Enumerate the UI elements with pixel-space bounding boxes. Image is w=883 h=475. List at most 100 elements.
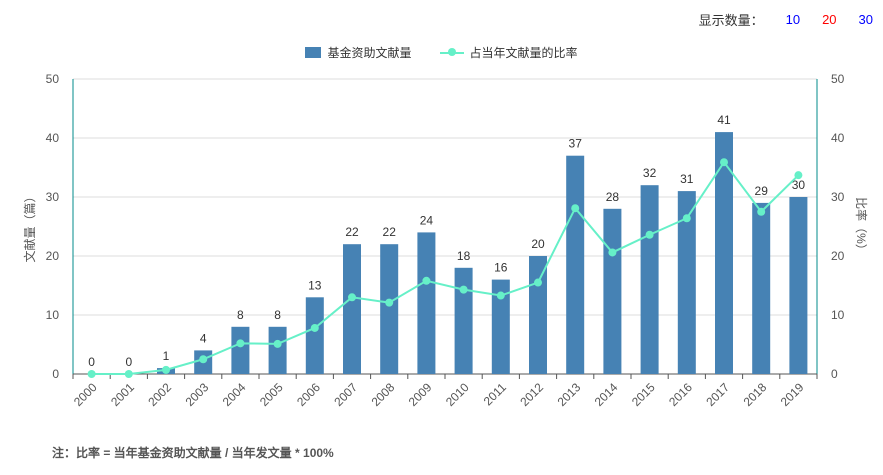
display-count-30[interactable]: 30: [858, 12, 873, 27]
bar-value-label: 20: [531, 237, 545, 251]
x-tick-label: 2014: [592, 380, 621, 409]
x-tick-label: 2016: [666, 380, 695, 409]
bar: [789, 197, 808, 374]
legend-line-label: 占当年文献量的比率: [469, 46, 578, 60]
y-tick-label: 40: [46, 131, 60, 145]
bar-value-label: 18: [457, 249, 471, 263]
x-tick-label: 2013: [555, 380, 584, 409]
x-tick-label: 2008: [369, 380, 398, 409]
x-tick-label: 2007: [331, 380, 360, 409]
bar: [715, 132, 733, 374]
ratio-point: [385, 298, 394, 307]
x-tick-label: 2019: [778, 380, 807, 409]
ratio-point: [496, 291, 505, 300]
x-tick-label: 2001: [108, 380, 137, 409]
ratio-point: [682, 214, 691, 223]
legend-bar-label: 基金资助文献量: [327, 46, 412, 60]
bar: [343, 244, 361, 374]
y2-tick-label: 10: [831, 308, 845, 322]
ratio-point: [348, 293, 356, 302]
y2-tick-label: 20: [831, 249, 845, 263]
x-tick-label: 2017: [703, 380, 732, 409]
x-tick-label: 2018: [741, 380, 770, 409]
bar-value-label: 24: [420, 213, 434, 227]
ratio-point: [273, 339, 282, 348]
legend-bar-swatch: [305, 47, 322, 58]
ratio-point: [422, 276, 431, 285]
ratio-point: [757, 207, 766, 216]
ratio-point: [645, 230, 654, 239]
x-tick-label: 2009: [406, 380, 435, 409]
y2-tick-label: 0: [831, 367, 838, 381]
bar-value-label: 29: [755, 184, 769, 198]
bar-value-label: 8: [237, 308, 244, 322]
x-tick-label: 2015: [629, 380, 658, 409]
x-tick-label: 2006: [294, 380, 323, 409]
bar: [603, 208, 622, 374]
y2-axis-title: 比率（%）: [854, 197, 869, 256]
bar: [231, 326, 250, 374]
display-count-selector: 显示数量： 10 20 30: [699, 10, 873, 29]
bar-value-label: 0: [88, 355, 95, 369]
bar: [529, 256, 547, 374]
bar-value-label: 0: [125, 355, 132, 369]
ratio-point: [720, 158, 728, 167]
bar-value-label: 30: [792, 178, 806, 192]
ratio-point: [162, 365, 170, 374]
bar: [454, 267, 473, 374]
display-count-10[interactable]: 10: [785, 12, 801, 27]
legend-item-line-series[interactable]: 占当年文献量的比率: [439, 44, 578, 61]
x-tick-label: 2002: [145, 380, 174, 409]
x-tick-label: 2011: [481, 380, 509, 408]
ratio-point: [124, 370, 133, 378]
bar: [640, 185, 659, 374]
bar-value-label: 31: [680, 172, 694, 186]
display-count-label: 显示数量：: [698, 13, 764, 28]
y-axis-title: 文献量（篇）: [22, 190, 37, 262]
y-tick-label: 50: [46, 72, 60, 86]
y2-tick-label: 50: [831, 72, 845, 86]
bar-value-label: 4: [200, 331, 207, 345]
bar: [305, 297, 324, 374]
ratio-point: [310, 323, 319, 332]
chart-footnote: 注：比率 = 当年基金资助文献量 / 当年发文量 * 100%: [52, 446, 334, 460]
bar-value-label: 8: [274, 308, 281, 322]
x-tick-label: 2003: [183, 380, 212, 409]
bar-value-label: 1: [163, 349, 170, 363]
x-tick-label: 2000: [71, 380, 100, 409]
ratio-point: [794, 171, 803, 180]
x-tick-label: 2012: [517, 380, 546, 409]
bar: [566, 155, 585, 374]
y2-tick-label: 40: [831, 131, 845, 145]
bar-value-label: 22: [345, 225, 359, 239]
ratio-point: [87, 370, 96, 378]
bar-value-label: 32: [643, 166, 657, 180]
bar: [752, 202, 771, 374]
ratio-point: [459, 285, 468, 294]
bar-value-label: 22: [383, 225, 397, 239]
bar-value-label: 28: [606, 190, 620, 204]
ratio-point: [534, 278, 542, 287]
bar-value-label: 16: [494, 261, 508, 275]
ratio-point: [199, 355, 208, 364]
legend-line-swatch: [439, 47, 464, 58]
x-tick-label: 2010: [443, 380, 472, 409]
y-tick-label: 30: [46, 190, 60, 204]
y2-tick-label: 30: [831, 190, 845, 204]
ratio-point: [608, 248, 617, 257]
bar-value-label: 13: [308, 278, 322, 292]
bar-value-label: 37: [569, 137, 583, 151]
display-count-20[interactable]: 20: [822, 12, 837, 27]
bar: [417, 232, 436, 374]
y-tick-label: 10: [46, 308, 60, 322]
bar-value-label: 41: [717, 113, 731, 127]
bar: [380, 244, 399, 374]
x-tick-label: 2004: [220, 380, 249, 409]
bar: [491, 279, 510, 374]
ratio-line: [91, 160, 800, 375]
ratio-point: [236, 339, 245, 348]
legend-item-bar-series[interactable]: 基金资助文献量: [305, 44, 412, 61]
chart-legend: 基金资助文献量 占当年文献量的比率: [0, 44, 883, 61]
x-tick-label: 2005: [257, 380, 286, 409]
